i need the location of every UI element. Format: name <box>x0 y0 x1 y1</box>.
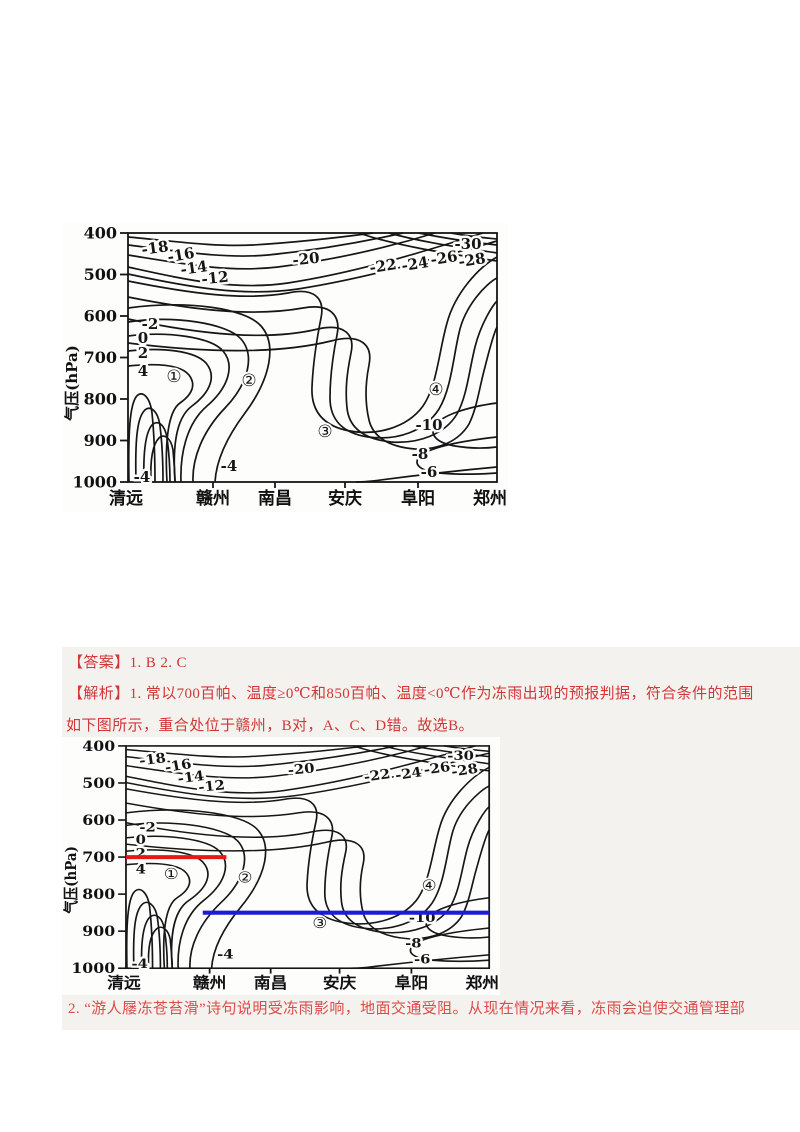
contour-label: -4 <box>132 957 149 972</box>
contour-lines <box>127 232 498 483</box>
x-city-label: 南昌 <box>254 974 287 992</box>
answer-line: 【答案】1. B 2. C <box>68 655 187 671</box>
x-city-label: 安庆 <box>323 974 356 992</box>
contour-label: -12 <box>201 268 230 289</box>
y-tick-label: 600 <box>82 812 115 829</box>
generated-chart-labels: 400 500 600 700 800 900 1000 气压(hPa) 清远 赣州 南昌 安庆 阜阳 郑… <box>63 224 507 510</box>
contour-label: -8 <box>405 936 422 951</box>
contour-label: -24 <box>394 765 423 784</box>
contour-label: -8 <box>412 445 429 463</box>
contour-label: -18 <box>138 751 167 769</box>
region-marker: ② <box>238 868 253 886</box>
y-tick-label: 900 <box>82 923 115 940</box>
contour-label: -6 <box>421 463 438 481</box>
contour-label: -26 <box>423 759 452 778</box>
contour-label: -28 <box>450 761 479 780</box>
x-city-label: 赣州 <box>193 974 226 992</box>
y-tick-label: 900 <box>84 431 117 450</box>
contour-label: -2 <box>139 820 155 835</box>
contour-label: 4 <box>136 862 146 877</box>
contour-label: -30 <box>447 749 474 764</box>
contour-label: -22 <box>363 767 392 786</box>
x-city-label: 阜阳 <box>395 974 428 992</box>
contour-label: -4 <box>134 468 151 486</box>
y-tick-label: 500 <box>84 265 117 284</box>
contour-label: 4 <box>138 362 148 380</box>
region-marker: ① <box>164 865 179 883</box>
y-tick-label: 500 <box>82 775 115 792</box>
y-axis-title: 气压(hPa) <box>62 846 80 914</box>
analysis-line-2: 如下图所示，重合处位于赣州，B对，A、C、D错。故选B。 <box>66 718 474 734</box>
contour-label: -4 <box>217 947 234 962</box>
plot-frame <box>127 232 498 483</box>
question-2-line: 2. “游人屦冻苍苔滑”诗句说明受冻雨影响，地面交通受阻。从现在情况来看，冻雨会… <box>68 1001 746 1017</box>
x-city-label: 清远 <box>107 974 140 992</box>
contour-label: -14 <box>177 769 206 787</box>
x-city-label: 郑州 <box>466 974 499 992</box>
y-tick-label: 400 <box>82 738 115 755</box>
contour-label: 0 <box>138 329 148 347</box>
contour-label: -2 <box>142 315 159 333</box>
contour-chart-svg: 400 500 600 700 800 900 1000 气压(hPa) 清远 赣州 南昌 安庆 阜阳 郑… <box>62 738 499 992</box>
contour-label: -10 <box>415 416 442 434</box>
y-tick-label: 600 <box>84 307 117 326</box>
contour-label: -20 <box>287 761 315 779</box>
x-city-label: 南昌 <box>258 488 292 509</box>
contour-label: 2 <box>138 344 148 362</box>
y-axis-title: 气压(hPa) <box>63 345 81 422</box>
contour-label: -6 <box>414 952 431 967</box>
x-city-label: 赣州 <box>196 488 230 509</box>
region-marker: ③ <box>312 914 327 932</box>
contour-label: -12 <box>198 778 226 796</box>
region-marker: ① <box>166 367 181 387</box>
y-tick-label: 700 <box>82 849 115 866</box>
contour-chart-svg: 400 500 600 700 800 900 1000 气压(hPa) 清远 赣州 南昌 安庆 阜阳 郑… <box>63 224 507 510</box>
x-city-label: 安庆 <box>328 488 362 509</box>
y-tick-label: 800 <box>84 390 117 409</box>
contour-label: 0 <box>136 833 146 848</box>
y-tick-label: 700 <box>84 348 117 367</box>
y-tick-label: 400 <box>84 224 117 243</box>
x-city-label: 阜阳 <box>401 488 435 509</box>
y-tick-label: 1000 <box>71 960 115 977</box>
question-contour-chart: 400 500 600 700 800 900 1000 气压(hPa) 清远 赣州 南昌 安庆 阜阳 郑… <box>63 223 508 512</box>
answer-section: 【答案】1. B 2. C 【解析】1. 常以700百帕、温度≥0℃和850百帕… <box>62 647 800 1030</box>
contour-label: -20 <box>292 249 321 270</box>
region-marker: ④ <box>428 380 443 400</box>
x-city-label: 郑州 <box>473 488 507 509</box>
x-city-label: 清远 <box>109 488 143 509</box>
contour-label: -4 <box>221 457 238 475</box>
solution-contour-chart: 400 500 600 700 800 900 1000 气压(hPa) 清远 赣州 南昌 安庆 阜阳 郑… <box>62 737 500 995</box>
y-tick-label: 800 <box>82 886 115 903</box>
region-marker: ② <box>241 371 256 391</box>
region-marker: ④ <box>422 876 437 894</box>
generated-chart-labels: 400 500 600 700 800 900 1000 气压(hPa) 清远 赣州 南昌 安庆 阜阳 郑… <box>62 738 499 992</box>
contour-label: -16 <box>164 757 193 776</box>
y-tick-label: 1000 <box>72 473 117 492</box>
region-marker: ③ <box>317 422 332 442</box>
analysis-line-1: 【解析】1. 常以700百帕、温度≥0℃和850百帕、温度<0℃作为冻雨出现的预… <box>68 686 754 702</box>
contour-label: -30 <box>454 235 481 253</box>
